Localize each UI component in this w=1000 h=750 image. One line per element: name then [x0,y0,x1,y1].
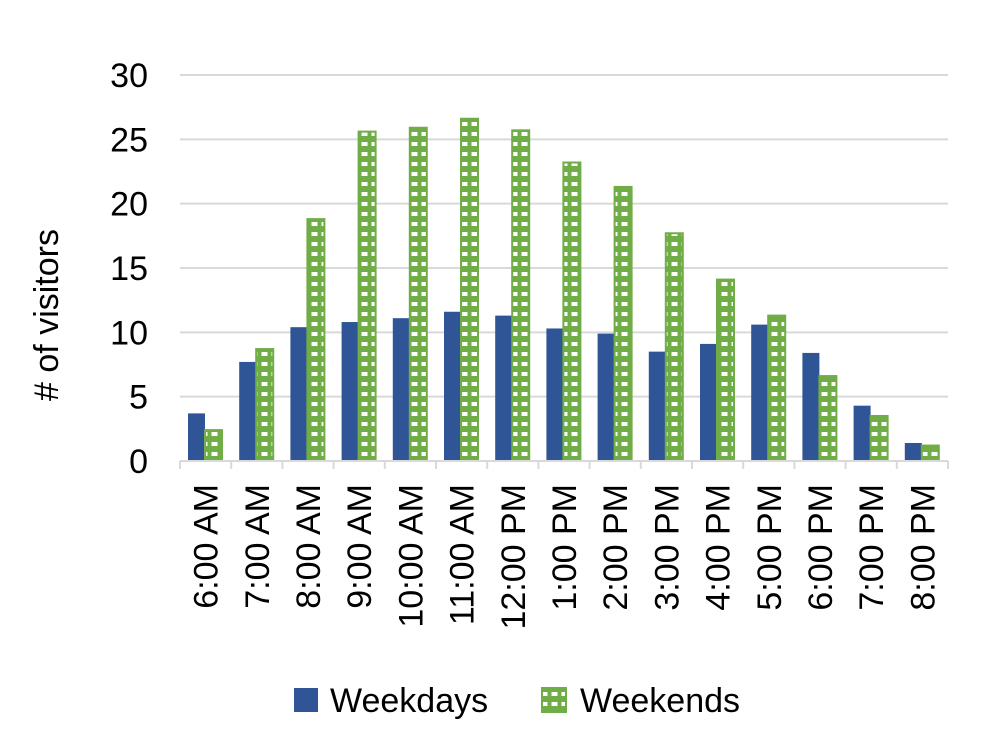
bar-weekends-13 [869,414,889,463]
bar-weekends-6 [511,129,531,462]
bar-weekdays-5 [444,311,461,461]
legend: Weekdays Weekends [294,682,740,720]
x-tick-label: 6:00 PM [802,484,840,611]
bar-weekends-1 [255,348,275,462]
bar-weekends-11 [767,314,787,462]
bar-weekdays-13 [853,405,871,461]
bar-weekends-8 [613,185,633,462]
bars [188,117,940,463]
x-tick-label: 8:00 AM [290,484,328,609]
x-tick-label: 7:00 PM [853,484,891,611]
bar-weekdays-6 [495,315,513,461]
y-tick-label: 10 [110,314,148,352]
x-tick-label: 10:00 AM [392,484,430,628]
x-tick-label: 5:00 PM [751,484,789,611]
y-tick-label: 25 [110,121,148,159]
bar-weekends-0 [204,429,223,462]
x-tick-label: 9:00 AM [341,484,379,609]
bar-weekdays-1 [239,361,257,461]
bar-weekends-10 [716,278,735,462]
bar-weekends-12 [818,375,838,462]
bar-weekdays-10 [700,343,717,461]
legend-label-weekdays: Weekdays [330,682,488,720]
bar-weekdays-0 [188,413,205,461]
bar-weekends-9 [664,232,684,462]
x-tick-label: 2:00 PM [597,484,635,611]
bar-weekdays-3 [341,322,359,461]
y-tick-label: 20 [110,186,148,224]
x-tick-label: 1:00 PM [546,484,584,611]
x-tick-label: 8:00 PM [904,484,942,611]
legend-swatch-weekends [541,687,567,713]
bar-weekdays-7 [546,328,564,461]
bar-weekdays-4 [392,318,410,461]
bar-weekdays-2 [290,327,308,461]
bar-weekends-4 [408,126,428,463]
x-tick-label: 6:00 AM [188,484,226,609]
bar-weekends-7 [562,161,582,462]
bar-weekends-2 [306,218,326,462]
y-tick-label: 0 [129,443,148,481]
bar-weekdays-8 [597,333,615,461]
bar-weekdays-14 [904,442,922,461]
bar-weekends-3 [357,130,377,462]
bar-weekdays-11 [751,324,769,461]
x-tick-label: 3:00 PM [648,484,686,611]
x-tick-label: 4:00 PM [700,484,738,611]
legend-label-weekends: Weekends [580,682,740,720]
y-tick-label: 15 [110,250,148,288]
x-tick-label: 7:00 AM [239,484,277,609]
bar-weekdays-12 [802,352,820,461]
x-tick-label: 11:00 AM [444,484,482,625]
y-axis-title: # of visitors [28,229,66,401]
y-axis-ticks: 0 5 10 15 20 25 30 [110,57,148,481]
legend-swatch-weekdays [294,688,318,712]
y-tick-label: 5 [129,379,148,417]
y-tick-label: 30 [110,57,148,95]
x-tick-label: 12:00 PM [495,484,533,630]
bar-weekdays-9 [648,351,666,461]
x-axis-ticks: 6:00 AM 7:00 AM 8:00 AM 9:00 AM 10:00 AM 11:0… [188,484,943,630]
x-axis [179,460,949,469]
bar-weekends-5 [460,117,479,462]
bar-weekends-14 [920,444,940,462]
